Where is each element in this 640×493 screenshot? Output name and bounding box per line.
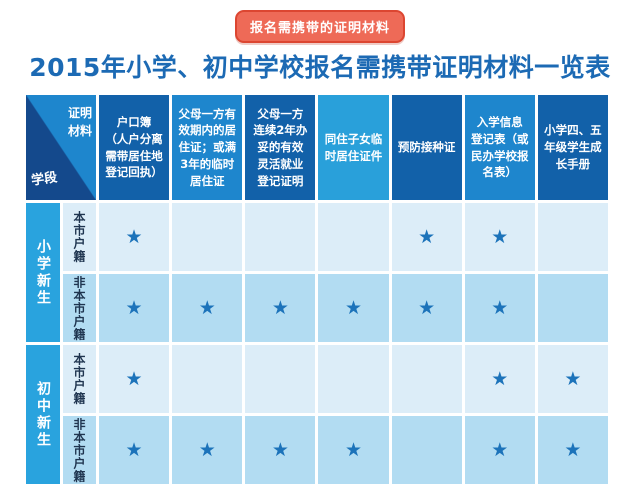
star-icon: ★ [491,296,509,319]
column-header: 入学信息 登记表（或 民办学校报 名表） [464,95,535,200]
row-sub-label-text: 本市户籍 [72,353,86,405]
data-cell: ★ [464,416,535,484]
data-cell [172,203,243,271]
star-icon: ★ [125,296,143,319]
row-sub-label-text: 非本市户籍 [72,275,86,341]
star-icon: ★ [564,367,582,390]
badge-row: 报名需携带的证明材料 [0,0,640,43]
data-cell: ★ [172,274,243,342]
data-cell: ★ [464,274,535,342]
column-header: 预防接种证 [391,95,462,200]
data-cell: ★ [245,274,316,342]
star-icon: ★ [271,438,289,461]
row-sub-label-text: 本市户籍 [72,211,86,263]
star-icon: ★ [125,438,143,461]
star-icon: ★ [344,438,363,461]
row-sub-label: 非本市户籍 [63,274,96,342]
data-cell [318,203,389,271]
star-icon: ★ [491,225,509,248]
data-cell: ★ [537,345,608,413]
column-header: 父母一方有 效期内的居 住证；或满 3年的临时 居住证 [172,95,243,200]
title-badge: 报名需携带的证明材料 [234,10,405,43]
star-icon: ★ [125,367,143,390]
star-icon: ★ [418,225,436,248]
data-cell: ★ [245,416,316,484]
row-group-label-text: 初中新生 [35,380,51,449]
star-icon: ★ [271,296,289,319]
data-cell: ★ [99,203,170,271]
star-icon: ★ [344,296,363,319]
row-sub-label: 非本市户籍 [63,416,96,484]
row-sub-label-text: 非本市户籍 [72,417,86,483]
row-group-label: 初中新生 [26,345,60,484]
materials-table: 证明 材料 学段 户口簿 （人户分离 需带居住地 登记回执） 父母一方有 效期内的居 … [26,95,608,484]
column-header: 户口簿 （人户分离 需带居住地 登记回执） [99,95,170,200]
data-cell: ★ [99,416,170,484]
row-group-label-text: 小学新生 [35,238,51,307]
star-icon: ★ [491,438,509,461]
column-header: 小学四、五 年级学生成 长手册 [537,95,608,200]
data-cell [172,345,243,413]
data-cell: ★ [99,345,170,413]
data-cell: ★ [391,274,462,342]
page-title: 2015年小学、初中学校报名需携带证明材料一览表 [29,53,611,82]
data-cell: ★ [318,274,389,342]
data-cell: ★ [464,203,535,271]
star-icon: ★ [125,225,143,248]
star-icon: ★ [198,438,216,461]
data-cell: ★ [172,416,243,484]
data-cell [537,274,608,342]
column-header: 父母一方 连续2年办 妥的有效 灵活就业 登记证明 [245,95,316,200]
star-icon: ★ [198,296,216,319]
row-sub-label: 本市户籍 [63,203,96,271]
data-cell [391,345,462,413]
title-badge-label: 报名需携带的证明材料 [249,21,390,36]
column-header: 同住子女临 时居住证件 [318,95,389,200]
data-cell: ★ [391,203,462,271]
star-icon: ★ [418,296,436,319]
data-cell: ★ [99,274,170,342]
row-group-label: 小学新生 [26,203,60,342]
row-sub-label: 本市户籍 [63,345,96,413]
corner-label-stage: 学段 [30,170,59,189]
star-icon: ★ [491,367,509,390]
data-cell [537,203,608,271]
data-cell: ★ [537,416,608,484]
data-cell: ★ [318,416,389,484]
data-cell [391,416,462,484]
corner-label-materials: 证明 材料 [67,106,92,138]
data-cell [318,345,389,413]
data-cell [245,203,316,271]
data-cell [245,345,316,413]
star-icon: ★ [564,438,582,461]
data-cell: ★ [464,345,535,413]
table-corner-cell: 证明 材料学段 [26,95,96,200]
